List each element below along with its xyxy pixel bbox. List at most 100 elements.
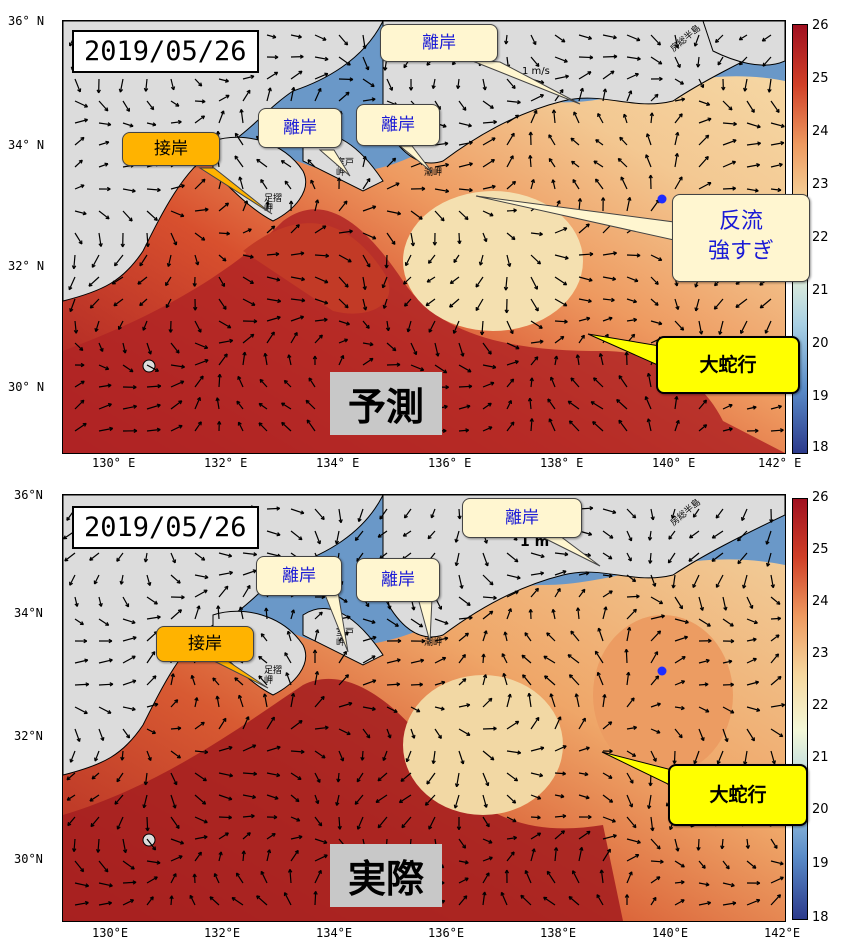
lon-tick: 134° E <box>316 456 360 470</box>
current-arrow <box>426 276 436 283</box>
place-shiono: 潮岬 <box>424 638 443 648</box>
current-arrow-head <box>500 891 505 896</box>
current-arrow <box>338 276 349 288</box>
current-arrow-head <box>396 658 401 663</box>
current-arrow-head <box>730 709 735 714</box>
current-arrow-head <box>464 632 469 637</box>
current-arrow <box>554 320 568 323</box>
current-arrow-head <box>227 324 232 329</box>
current-arrow <box>314 671 319 686</box>
current-arrow <box>218 276 225 287</box>
current-arrow-head <box>692 513 697 518</box>
current-arrow-head <box>157 383 162 389</box>
colorbar-tick: 20 <box>812 336 829 351</box>
current-arrow <box>73 838 76 852</box>
current-arrow <box>550 693 556 708</box>
current-arrow <box>284 652 292 664</box>
current-arrow <box>386 157 396 168</box>
current-arrow-head <box>250 333 255 338</box>
current-arrow-head <box>323 854 328 859</box>
current-arrow-head <box>728 106 733 111</box>
current-arrow-head <box>679 80 685 85</box>
lon-tick: 140°E <box>652 926 689 940</box>
current-arrow <box>746 164 760 168</box>
current-arrow-head <box>527 397 533 402</box>
current-arrow <box>458 188 473 192</box>
current-arrow <box>194 721 205 730</box>
current-arrow <box>571 160 580 168</box>
current-arrow-head <box>197 851 202 856</box>
current-arrow <box>739 56 748 66</box>
current-arrow <box>194 115 205 124</box>
current-arrow <box>762 56 772 67</box>
current-arrow <box>256 895 268 906</box>
current-arrow-head <box>610 70 615 75</box>
current-arrow <box>259 379 268 388</box>
current-arrow <box>458 210 469 220</box>
current-arrow <box>458 364 472 373</box>
current-arrow <box>238 421 244 432</box>
current-arrow <box>404 508 412 519</box>
current-arrow-head <box>570 137 575 142</box>
current-arrow-head <box>556 587 561 592</box>
current-arrow-head <box>501 653 506 658</box>
current-arrow-head <box>314 629 320 634</box>
current-arrow-head <box>678 113 683 118</box>
current-arrow <box>567 654 580 664</box>
current-arrow-head <box>656 702 661 707</box>
current-arrow <box>770 188 782 191</box>
current-arrow <box>768 78 772 93</box>
current-arrow-head <box>553 355 559 360</box>
current-arrow-head <box>76 737 81 742</box>
current-arrow <box>266 833 276 840</box>
current-arrow <box>600 869 604 884</box>
current-arrow-head <box>779 733 784 738</box>
current-arrow <box>482 121 497 124</box>
current-arrow-head <box>452 329 457 334</box>
current-arrow-head <box>300 510 305 515</box>
current-arrow-head <box>297 34 302 39</box>
current-arrow <box>506 342 520 350</box>
current-arrow <box>242 552 257 556</box>
current-arrow-head <box>152 846 157 851</box>
current-arrow <box>674 420 680 432</box>
current-arrow-head <box>509 155 514 160</box>
current-arrow <box>314 56 329 61</box>
current-arrow <box>240 109 244 124</box>
callout-daidako: 大蛇行 <box>656 336 800 394</box>
current-arrow-head <box>131 188 136 193</box>
current-arrow <box>410 342 417 355</box>
current-arrow-head <box>585 571 590 576</box>
current-arrow <box>647 418 652 432</box>
current-arrow <box>530 320 543 329</box>
current-arrow-head <box>275 251 280 257</box>
current-arrow-head <box>493 119 497 125</box>
current-arrow <box>290 34 302 38</box>
current-arrow-head <box>548 418 553 423</box>
current-arrow-head <box>155 367 160 372</box>
current-arrow-head <box>464 216 469 221</box>
current-arrow <box>74 320 77 334</box>
current-arrow <box>97 838 100 853</box>
current-arrow <box>170 100 180 107</box>
current-arrow-head <box>180 840 185 845</box>
current-arrow-head <box>504 869 510 874</box>
current-arrow <box>74 100 88 108</box>
current-arrow-head <box>300 749 305 754</box>
current-arrow-head <box>702 399 708 404</box>
current-arrow <box>194 421 202 432</box>
current-arrow <box>746 706 760 712</box>
current-arrow-head <box>372 679 377 684</box>
current-arrow-head <box>130 865 135 870</box>
current-arrow-head <box>218 851 223 856</box>
current-arrow-head <box>325 253 330 258</box>
current-arrow-head <box>540 571 545 576</box>
current-arrow-head <box>453 804 458 809</box>
current-arrow-head <box>365 324 370 329</box>
current-arrow-head <box>375 799 380 803</box>
current-arrow <box>458 728 471 736</box>
current-arrow-head <box>104 162 109 167</box>
current-arrow-head <box>291 86 296 91</box>
current-arrow-head <box>252 569 257 574</box>
current-arrow-head <box>530 179 536 183</box>
